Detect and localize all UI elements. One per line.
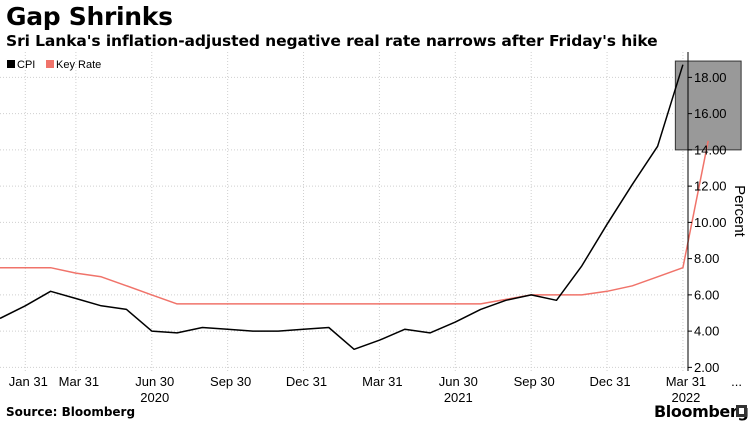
series-layer: [0, 64, 709, 351]
legend-swatch-cpi: [7, 60, 15, 68]
x-tick-label: ...: [731, 374, 742, 389]
y-tick-label: 4.00: [694, 324, 719, 339]
x-tick-label: Jan 31: [9, 374, 48, 389]
x-tick-label: Jun 30: [135, 374, 174, 389]
x-year-label: 2021: [444, 390, 473, 405]
x-year-label: 2022: [671, 390, 700, 405]
legend-label-cpi: CPI: [17, 59, 35, 71]
series-line-cpi: [0, 64, 684, 351]
source-note: Source: Bloomberg: [6, 405, 136, 419]
x-tick-label: Mar 31: [362, 374, 402, 389]
chart-title: Gap Shrinks: [6, 2, 173, 31]
x-tick-label: Mar 31: [666, 374, 706, 389]
legend-swatch-key-rate: [46, 60, 54, 68]
x-tick-label: Jun 30: [439, 374, 478, 389]
legend-label-key-rate: Key Rate: [56, 59, 101, 71]
y-axis-label: Percent: [731, 185, 748, 238]
gridlines: [0, 52, 688, 371]
chart-subtitle: Sri Lanka's inflation-adjusted negative …: [6, 32, 658, 50]
legend: CPI Key Rate: [7, 59, 101, 71]
x-tick-label: Dec 31: [589, 374, 630, 389]
y-tick-label: 16.00: [694, 106, 727, 121]
bloomberg-icon: [736, 405, 747, 417]
y-tick-label: 12.00: [694, 179, 727, 194]
y-tick-label: 14.00: [694, 142, 727, 157]
y-tick-label: 8.00: [694, 251, 719, 266]
x-tick-label: Sep 30: [514, 374, 555, 389]
highlight-layer: [674, 60, 742, 151]
x-year-label: 2020: [140, 390, 169, 405]
x-tick-label: Dec 31: [286, 374, 327, 389]
y-tick-label: 10.00: [694, 215, 727, 230]
x-tick-label: Mar 31: [59, 374, 99, 389]
y-tick-label: 6.00: [694, 287, 719, 302]
y-axis: 2.00 4.00 6.00 8.00 10.00 12.00 14.00 16.00 18.0…: [688, 70, 727, 375]
y-tick-label: 18.00: [694, 70, 727, 85]
highlight-box: [674, 60, 742, 151]
brand-logo-text: Bloomberg: [654, 402, 749, 421]
y-tick-label: 2.00: [694, 360, 719, 375]
series-line-key-rate: [0, 140, 709, 305]
x-tick-label: Sep 30: [210, 374, 251, 389]
